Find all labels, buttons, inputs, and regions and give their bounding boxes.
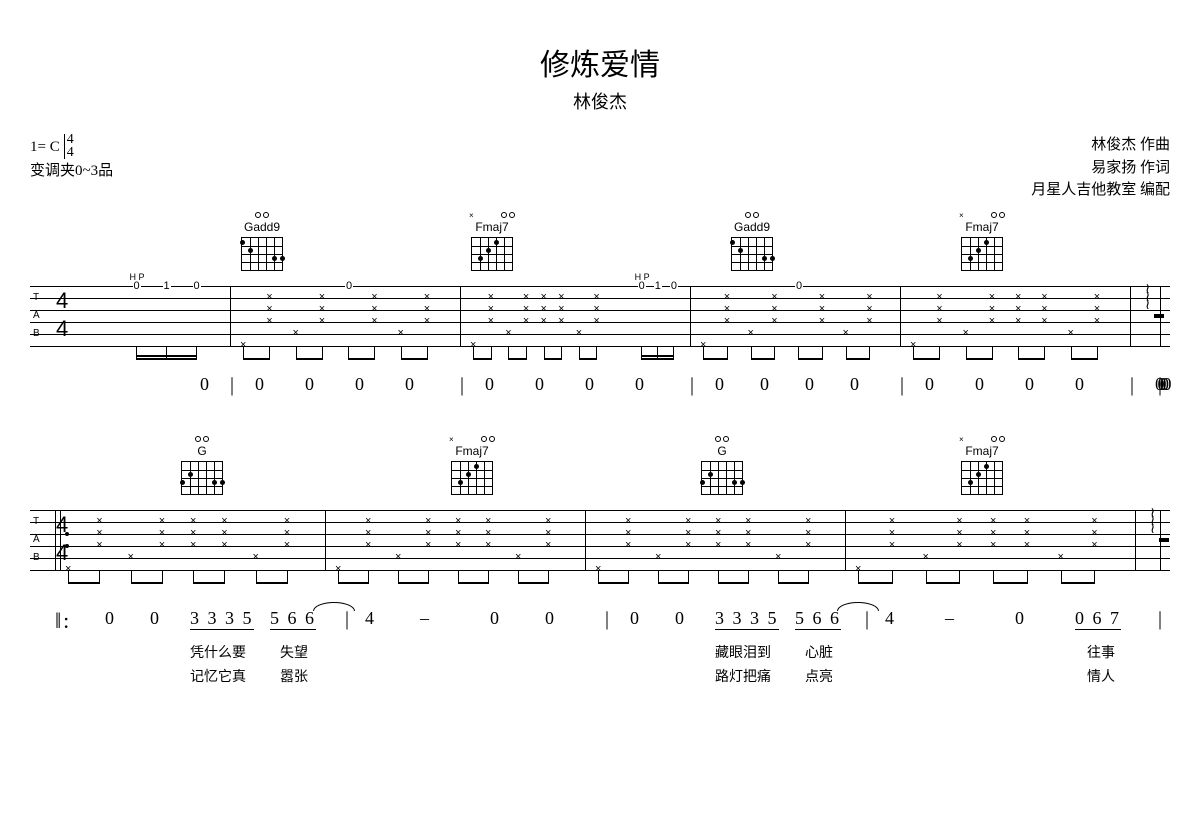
chord-grid [961, 237, 1003, 271]
number-row-2: ‖:003 3 3 55 6 6|4–00|003 3 3 55 6 6|4–0… [30, 608, 1170, 638]
chord-diagram: Fmaj7 × [470, 220, 514, 271]
number-row-1: 0|0000|0000|0000|0000|0000| [30, 374, 1170, 404]
chord-name: Fmaj7 [470, 220, 514, 234]
song-title: 修炼爱情 [30, 40, 1170, 84]
key-label: 1= C [30, 135, 60, 159]
chord-grid [701, 461, 743, 495]
lyric-text: 失望 [280, 642, 308, 662]
lyric-text: 情人 [1087, 666, 1115, 686]
arranger-credit: 月星人吉他教室 编配 [1031, 179, 1170, 202]
chord-diagram: Gadd9 [240, 220, 284, 271]
system-1: Gadd9 Fmaj7 × Gadd9 Fmaj7 × TAB44H P010××… [30, 220, 1170, 404]
chord-diagram: Fmaj7 × [960, 220, 1004, 271]
chord-row-1: Gadd9 Fmaj7 × Gadd9 Fmaj7 × [140, 220, 1170, 280]
chord-name: Gadd9 [730, 220, 774, 234]
artist-name: 林俊杰 [30, 88, 1170, 114]
title-block: 修炼爱情 林俊杰 [30, 40, 1170, 114]
lyricist-credit: 易家扬 作词 [1031, 157, 1170, 180]
header-left: 1= C 4 4 变调夹0~3品 [30, 134, 113, 202]
key-signature: 1= C 4 4 [30, 134, 74, 159]
chord-name: Fmaj7 [960, 444, 1004, 458]
chord-diagram: Fmaj7 × [450, 444, 494, 495]
chord-grid [241, 237, 283, 271]
lyric-text: 路灯把痛 [715, 666, 771, 686]
chord-diagram: G [180, 444, 224, 495]
chord-grid [471, 237, 513, 271]
time-bot: 4 [67, 147, 74, 160]
tab-staff-2: TAB44×××××××××××××××××××××××××××××××××××… [30, 510, 1170, 570]
system-2: G Fmaj7 × G Fmaj7 × TAB44××××××××××××××××… [30, 444, 1170, 686]
lyric-text: 藏眼泪到 [715, 642, 771, 662]
lyric-row-1: 凭什么要 失望 藏眼泪到 心脏 往事 [30, 642, 1170, 662]
lyric-text: 点亮 [805, 666, 833, 686]
chord-name: Fmaj7 [450, 444, 494, 458]
chord-diagram: Fmaj7 × [960, 444, 1004, 495]
header-right: 林俊杰 作曲 易家扬 作词 月星人吉他教室 编配 [1031, 134, 1170, 202]
chord-grid [451, 461, 493, 495]
lyric-row-2: 记忆它真 嚣张 路灯把痛 点亮 情人 [30, 666, 1170, 686]
lyric-text: 记忆它真 [190, 666, 246, 686]
chord-diagram: Gadd9 [730, 220, 774, 271]
chord-grid [961, 461, 1003, 495]
chord-row-2: G Fmaj7 × G Fmaj7 × [140, 444, 1170, 504]
chord-name: Fmaj7 [960, 220, 1004, 234]
header: 1= C 4 4 变调夹0~3品 林俊杰 作曲 易家扬 作词 月星人吉他教室 编… [30, 134, 1170, 202]
chord-grid [181, 461, 223, 495]
chord-name: G [700, 444, 744, 458]
chord-diagram: G [700, 444, 744, 495]
lyric-text: 往事 [1087, 642, 1115, 662]
time-signature: 4 4 [64, 134, 74, 159]
tab-staff-1: TAB44H P010××××××××0××××××××××××××××××××… [30, 286, 1170, 346]
lyric-text: 心脏 [805, 642, 833, 662]
chord-grid [731, 237, 773, 271]
chord-name: G [180, 444, 224, 458]
capo-note: 变调夹0~3品 [30, 159, 113, 183]
chord-name: Gadd9 [240, 220, 284, 234]
composer-credit: 林俊杰 作曲 [1031, 134, 1170, 157]
lyric-text: 嚣张 [280, 666, 308, 686]
lyric-text: 凭什么要 [190, 642, 246, 662]
